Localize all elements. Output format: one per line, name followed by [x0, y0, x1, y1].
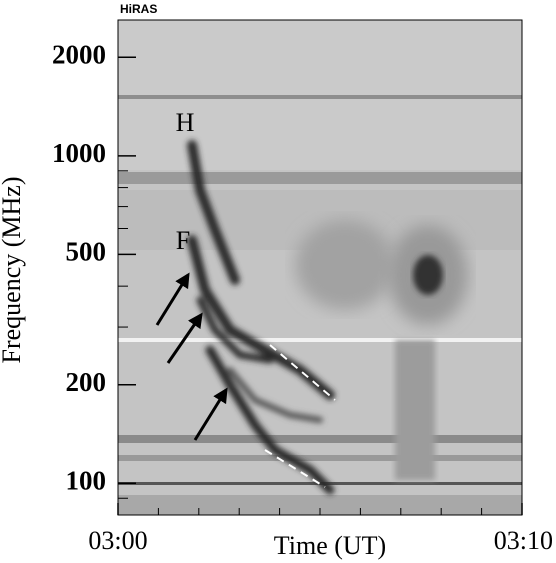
y-tick-label: 100: [66, 465, 107, 495]
y-tick-label: 2000: [52, 40, 106, 70]
y-tick-label: 200: [66, 367, 107, 397]
x-tick-label: 03:00: [88, 526, 147, 555]
annotation: H: [176, 108, 195, 137]
x-tick-label: 03:10: [494, 526, 553, 555]
spectrogram: [118, 20, 522, 515]
x-axis-label: Time (UT): [274, 531, 386, 560]
y-axis-label: Frequency (MHz): [0, 177, 26, 364]
y-tick-label: 500: [66, 237, 107, 267]
arrows: [155, 272, 228, 441]
annotation: F: [176, 226, 190, 255]
instrument-label: HiRAS: [120, 2, 157, 16]
y-tick-label: 1000: [52, 138, 106, 168]
